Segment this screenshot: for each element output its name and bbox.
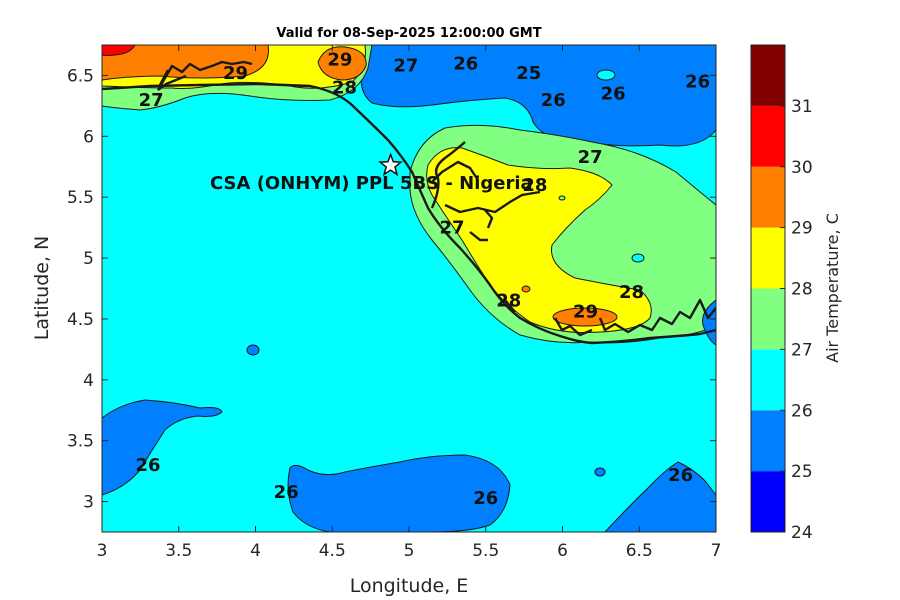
contour-label: 26 — [541, 90, 566, 111]
site-label: CSA (ONHYM) PPL 5BS - Nigeria — [210, 173, 533, 194]
y-tick-label: 6 — [83, 127, 94, 147]
band-25-26-northeast — [360, 45, 716, 147]
pocket-26-ne — [596, 69, 616, 81]
site-marker — [378, 152, 404, 177]
x-tick-label: 6 — [557, 541, 568, 561]
colorbar-swatch — [751, 45, 785, 106]
y-tick-label: 6.5 — [67, 66, 94, 86]
y-tick-label: 3.5 — [67, 432, 94, 452]
contour-label: 27 — [439, 218, 464, 239]
coastline-niger-delta — [430, 141, 716, 337]
x-tick-label: 3.5 — [165, 541, 192, 561]
x-tick-label: 5 — [404, 541, 415, 561]
y-tick-label: 4.5 — [67, 310, 94, 330]
y-axis-label: Latitude, N — [31, 236, 53, 341]
contour-label: 28 — [496, 291, 521, 312]
coastline-west — [102, 82, 716, 345]
contour-label: 27 — [578, 147, 603, 168]
contour-label: 29 — [327, 50, 352, 71]
x-tick-label: 5.5 — [472, 541, 499, 561]
y-axis-ticks: 3 3.5 4 4.5 5 5.5 6 6.5 — [67, 66, 716, 513]
contour-label: 26 — [473, 488, 498, 509]
contour-label: 28 — [522, 175, 547, 196]
colorbar-swatch — [751, 166, 785, 228]
contour-label: 26 — [685, 72, 710, 93]
band-25-26-southwest — [102, 399, 223, 496]
colorbar-swatch — [751, 410, 785, 472]
pocket-25-west — [246, 344, 260, 356]
x-axis-label: Longitude, E — [350, 575, 469, 597]
band-29-30-north — [317, 46, 367, 81]
contour-label: 29 — [573, 302, 598, 323]
y-tick-label: 4 — [83, 371, 94, 391]
band-30-31-northwest — [102, 45, 136, 56]
colorbar-swatch — [751, 471, 785, 532]
pocket-26-delta — [631, 253, 645, 263]
x-axis-ticks: 3 3.5 4 4.5 5 5.5 6 6.5 7 — [97, 45, 722, 561]
contour-label: 27 — [393, 56, 418, 77]
colorbar: 24 25 26 27 28 29 30 31 — [750, 44, 813, 543]
colorbar-tick-label: 30 — [791, 158, 813, 178]
band-29-30-northwest — [102, 45, 270, 81]
x-tick-label: 3 — [97, 541, 108, 561]
contour-label: 26 — [601, 84, 626, 105]
contour-label: 26 — [453, 53, 478, 74]
star-icon — [378, 152, 404, 177]
x-tick-label: 4.5 — [319, 541, 346, 561]
contour-label: 25 — [516, 63, 541, 84]
y-tick-label: 3 — [83, 493, 94, 513]
contour-label: 26 — [274, 482, 299, 503]
x-tick-label: 6.5 — [626, 541, 653, 561]
contour-label: 26 — [668, 465, 693, 486]
coastline-lagos-lagoon — [156, 60, 253, 91]
colorbar-label: Air Temperature, C — [823, 213, 842, 363]
contour-label: 27 — [139, 90, 164, 111]
colorbar-tick-label: 26 — [791, 401, 813, 421]
colorbar-swatch — [751, 288, 785, 350]
colorbar-tick-label: 25 — [791, 462, 813, 482]
colorbar-tick-label: 31 — [791, 97, 813, 117]
band-25-26-southeast — [604, 461, 716, 532]
chart-title: Valid for 08-Sep-2025 12:00:00 GMT — [276, 26, 541, 41]
contour-label: 28 — [619, 282, 644, 303]
pocket-27-delta — [558, 195, 566, 201]
colorbar-swatch — [751, 349, 785, 411]
colorbar-tick-label: 24 — [791, 523, 813, 543]
colorbar-tick-label: 27 — [791, 340, 813, 360]
pocket-25-south — [594, 467, 606, 477]
x-tick-label: 4 — [250, 541, 261, 561]
contour-label: 29 — [223, 63, 248, 84]
colorbar-tick-label: 28 — [791, 280, 813, 300]
colorbar-swatch — [751, 227, 785, 289]
y-tick-label: 5.5 — [67, 188, 94, 208]
colorbar-swatch — [751, 105, 785, 167]
band-28-29-delta — [426, 147, 652, 334]
contour-label: 26 — [136, 455, 161, 476]
y-tick-label: 5 — [83, 249, 94, 269]
pocket-29-delta — [521, 285, 531, 293]
x-tick-label: 7 — [711, 541, 722, 561]
contour-label: 28 — [332, 78, 357, 99]
colorbar-tick-label: 29 — [791, 219, 813, 239]
band-25-26-south — [287, 454, 511, 532]
